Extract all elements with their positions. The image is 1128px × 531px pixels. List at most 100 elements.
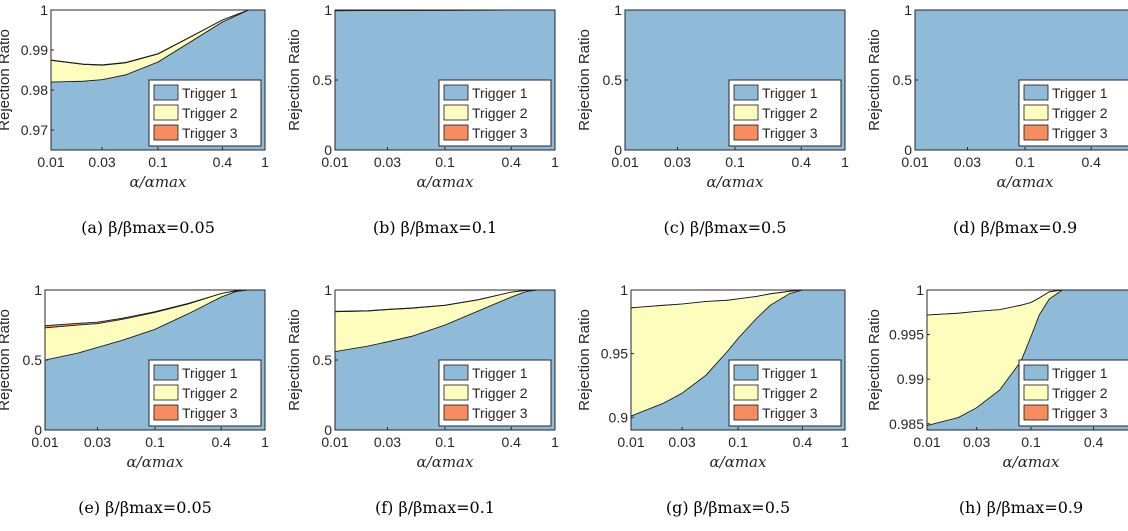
y-tick-label: 1 [916,282,924,298]
y-axis-label: Rejection Ratio [286,309,303,411]
legend: Trigger 1 Trigger 2 Trigger 3 [148,359,262,427]
x-tick-label: 0.4 [211,434,231,450]
legend-swatch [733,384,759,401]
legend: Trigger 1 Trigger 2 Trigger 3 [148,79,262,147]
panel-caption: (b) β/βmax=0.1 [373,218,497,237]
legend-label: Trigger 1 [182,365,238,381]
x-tick-label: 0.4 [1084,434,1104,450]
legend-swatch [733,404,759,421]
x-tick-label: 0.01 [913,434,940,450]
y-axis-label: Rejection Ratio [0,309,13,411]
legend-label: Trigger 2 [1052,105,1108,121]
y-tick-label: 0 [324,422,332,438]
x-tick-label: 0.4 [501,154,521,170]
x-tick-label: 0.1 [728,434,748,450]
legend-swatch [733,364,759,381]
x-tick-label: 0.01 [617,434,644,450]
y-tick-label: 0 [614,142,622,158]
legend-label: Trigger 3 [182,125,238,141]
legend-label: Trigger 1 [472,365,528,381]
panel-caption: (f) β/βmax=0.1 [375,498,495,517]
y-axis-label: Rejection Ratio [286,29,303,131]
x-tick-label: 0.1 [725,154,745,170]
y-tick-label: 1 [34,282,42,298]
x-tick-label: 0.03 [374,434,401,450]
chart-panel-1: 0.01 0.03 0.1 0.4 1 0.97 0.98 0.99 1 Rejection Ra… [0,2,269,237]
x-tick-label: 1 [841,154,849,170]
y-tick-label: 0.5 [23,352,43,368]
legend-label: Trigger 1 [762,85,818,101]
legend-label: Trigger 3 [1052,125,1108,141]
y-tick-label: 1 [40,2,48,18]
legend-swatch [733,124,759,141]
x-tick-label: 0.1 [1015,154,1035,170]
y-axis-label: Rejection Ratio [0,29,13,131]
legend-swatch [1023,404,1049,421]
x-tick-label: 0.1 [148,154,168,170]
x-tick-label: 0.01 [611,154,638,170]
panel-caption: (g) β/βmax=0.5 [666,498,790,517]
x-tick-label: 0.4 [791,154,811,170]
x-tick-label: 0.01 [321,434,348,450]
legend-label: Trigger 2 [1052,385,1108,401]
x-axis-label: α/αmax [707,173,764,191]
area-trigger-3 [926,289,1128,316]
chart-panel-5: 0.01 0.03 0.1 0.4 1 0 0.5 1 Rejection Ratio α/αma… [0,282,269,517]
x-tick-label: 0.4 [1081,154,1101,170]
panel-caption: (e) β/βmax=0.05 [78,498,212,517]
x-tick-label: 1 [261,434,269,450]
legend-label: Trigger 3 [182,405,238,421]
legend-swatch [443,404,469,421]
legend-swatch [153,364,179,381]
y-tick-label: 0 [324,142,332,158]
y-tick-label: 1 [614,2,622,18]
legend-label: Trigger 3 [762,125,818,141]
y-tick-label: 0.99 [21,42,48,58]
x-tick-label: 0.1 [1021,434,1041,450]
legend-swatch [443,384,469,401]
legend-label: Trigger 1 [182,85,238,101]
legend-label: Trigger 2 [472,385,528,401]
legend: Trigger 1 Trigger 2 Trigger 3 [1018,359,1128,427]
legend-swatch [153,84,179,101]
panel-caption: (h) β/βmax=0.9 [959,498,1083,517]
y-tick-label: 0 [904,142,912,158]
x-axis-label: α/αmax [127,453,184,471]
legend-swatch [1023,364,1049,381]
x-tick-label: 0.03 [963,434,990,450]
y-tick-label: 0.5 [313,72,333,88]
legend-label: Trigger 2 [182,385,238,401]
legend-swatch [443,84,469,101]
chart-panel-7: 0.01 0.03 0.1 0.4 1 0.9 0.95 1 Rejection Ratio α/… [576,282,849,517]
y-tick-label: 1 [620,282,628,298]
y-tick-label: 0.98 [21,82,48,98]
y-tick-label: 0.995 [889,327,924,343]
x-tick-label: 0.03 [374,154,401,170]
x-tick-label: 0.1 [435,154,455,170]
x-tick-label: 0.01 [901,154,928,170]
x-axis-label: α/αmax [130,173,187,191]
x-tick-label: 0.03 [84,434,111,450]
legend-label: Trigger 1 [1052,365,1108,381]
y-tick-label: 0.5 [603,72,623,88]
legend-label: Trigger 3 [762,405,818,421]
y-axis-label: Rejection Ratio [866,29,883,131]
chart-panel-6: 0.01 0.03 0.1 0.4 1 0 0.5 1 Rejection Ratio α/αma… [286,282,559,517]
y-tick-label: 0.985 [889,416,924,432]
x-tick-label: 0.01 [37,154,64,170]
x-tick-label: 1 [551,434,559,450]
legend-label: Trigger 3 [1052,405,1108,421]
panel-caption: (d) β/βmax=0.9 [953,218,1077,237]
legend-swatch [1023,84,1049,101]
legend-swatch [153,124,179,141]
chart-panel-2: 0.01 0.03 0.1 0.4 1 0 0.5 1 Rejection Ratio α/αma… [286,2,559,237]
x-tick-label: 0.01 [31,434,58,450]
y-tick-label: 0.5 [893,72,913,88]
x-axis-label: α/αmax [1003,453,1060,471]
y-tick-label: 0.99 [897,371,924,387]
y-tick-label: 1 [324,282,332,298]
y-tick-label: 1 [324,2,332,18]
x-tick-label: 0.4 [793,434,813,450]
legend: Trigger 1 Trigger 2 Trigger 3 [438,79,552,147]
